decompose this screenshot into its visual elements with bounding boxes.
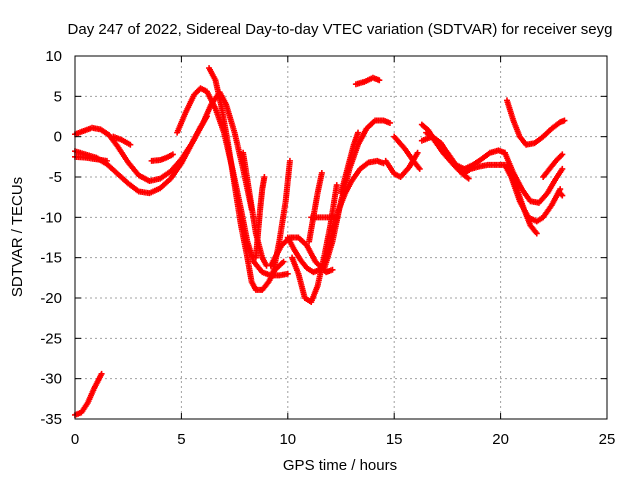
data-point [559,165,566,172]
data-point [98,370,105,377]
y-tick-label: -25 [40,330,62,347]
y-axis-label: SDTVAR / TECUs [9,177,26,297]
x-tick-label: 10 [279,431,296,448]
data-point [318,169,325,176]
axis-ticks: 0 5 10 15 20 25 10 5 0 -5 -10 -15 -20 -25 -30 -35 [40,48,615,448]
plot-frame [74,55,608,420]
data-points [72,65,568,418]
x-tick-label: 0 [71,431,79,448]
y-tick-label: -10 [40,209,62,226]
y-tick-label: -15 [40,250,62,267]
series-arc-18 [320,117,393,273]
series-arc-10 [252,174,268,261]
series-arc-1 [72,370,105,418]
data-point [169,151,176,158]
series-arc-20 [352,74,383,88]
data-point [561,117,568,124]
data-point [355,129,362,136]
data-point [329,266,336,273]
series-arc-25 [418,121,472,182]
series-arc-14 [306,169,325,245]
y-tick-label: 10 [45,48,62,65]
series-arc-6 [148,151,176,164]
data-point [533,230,540,237]
data-point [416,165,423,172]
series-arc-4 [72,153,110,164]
x-tick-label: 15 [386,431,403,448]
series-arc-30 [557,190,566,199]
data-point [261,174,268,180]
data-point [286,157,293,164]
series-arc-8 [206,65,287,293]
series-arc-5 [110,133,134,148]
y-tick-label: -30 [40,371,62,388]
y-tick-label: -20 [40,290,62,307]
x-axis-label: GPS time / hours [283,457,397,474]
series-arc-22 [391,133,423,172]
x-tick-label: 20 [492,431,509,448]
series-arc-29 [540,151,566,180]
y-tick-label: 5 [54,88,62,105]
data-point [284,270,291,277]
x-tick-label: 25 [599,431,616,448]
series-arc-19 [338,129,362,197]
data-point [465,175,472,182]
data-point [376,77,383,84]
data-point [559,192,566,199]
grid-lines [75,56,607,419]
data-point [103,157,110,164]
data-point [127,141,134,148]
data-point [280,258,287,265]
data-point [386,119,393,126]
data-point [414,149,421,156]
series-arc-26 [501,149,566,206]
y-tick-label: -35 [40,411,62,428]
x-tick-label: 5 [177,431,185,448]
series-arc-28 [503,97,568,148]
series-arc-16 [284,234,323,276]
data-point [559,151,566,158]
chart-title: Day 247 of 2022, Sidereal Day-to-day VTE… [68,21,613,38]
y-tick-label: 0 [54,129,62,146]
series-arc-27 [503,161,540,237]
y-tick-label: -5 [49,169,62,186]
data-point [333,182,340,189]
